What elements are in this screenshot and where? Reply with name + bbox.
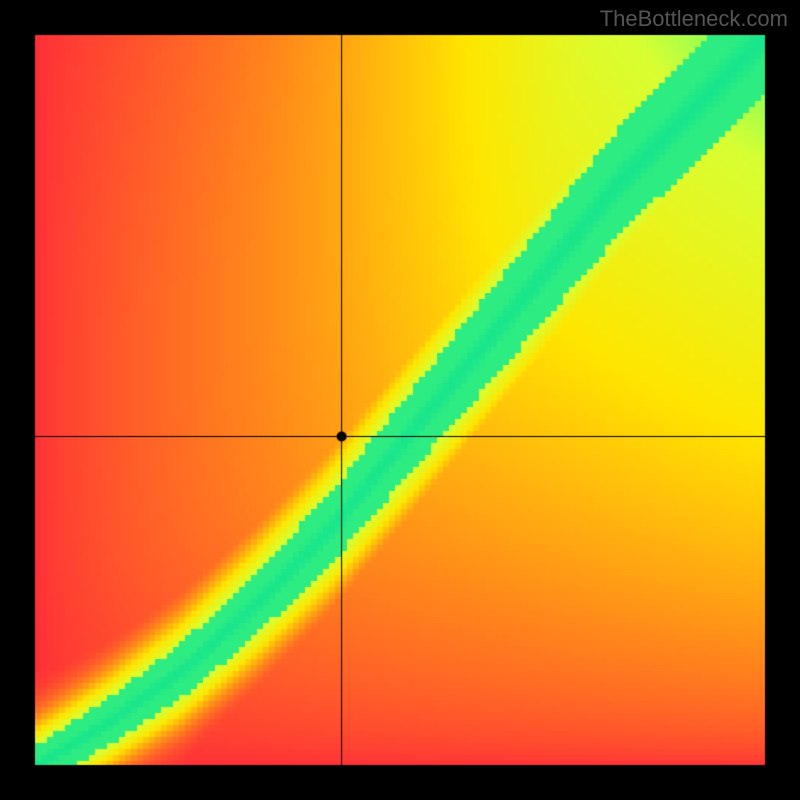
heatmap-canvas	[0, 0, 800, 800]
bottleneck-chart-container: TheBottleneck.com	[0, 0, 800, 800]
watermark-text: TheBottleneck.com	[600, 6, 788, 32]
